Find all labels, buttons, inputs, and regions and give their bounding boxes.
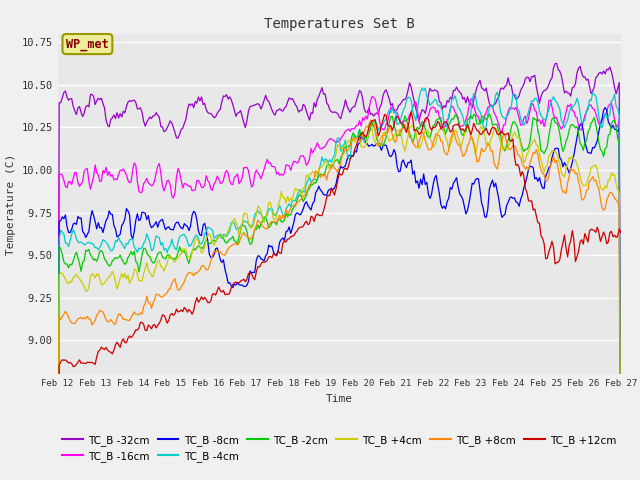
TC_B -2cm bbox=[374, 140, 382, 145]
TC_B -32cm bbox=[553, 60, 561, 66]
TC_B +4cm bbox=[367, 122, 374, 128]
TC_B -8cm bbox=[159, 216, 166, 222]
TC_B -32cm bbox=[374, 111, 382, 117]
TC_B -4cm bbox=[69, 227, 77, 232]
TC_B +12cm bbox=[617, 229, 625, 235]
TC_B -16cm bbox=[69, 176, 77, 181]
TC_B +8cm bbox=[376, 143, 384, 148]
TC_B +8cm bbox=[395, 132, 403, 137]
TC_B -4cm bbox=[406, 95, 413, 100]
TC_B +8cm bbox=[407, 134, 415, 140]
TC_B -4cm bbox=[550, 94, 557, 99]
TC_B -32cm bbox=[548, 75, 556, 81]
TC_B -2cm bbox=[393, 134, 401, 140]
Title: Temperatures Set B: Temperatures Set B bbox=[264, 17, 415, 31]
Line: TC_B +12cm: TC_B +12cm bbox=[58, 112, 621, 480]
TC_B -4cm bbox=[159, 240, 166, 245]
TC_B -16cm bbox=[368, 94, 376, 99]
Y-axis label: Temperature (C): Temperature (C) bbox=[6, 154, 16, 254]
TC_B +8cm bbox=[367, 117, 374, 123]
TC_B -16cm bbox=[550, 112, 557, 118]
TC_B +8cm bbox=[159, 294, 166, 300]
TC_B -4cm bbox=[419, 85, 426, 91]
TC_B -8cm bbox=[602, 105, 609, 110]
TC_B -2cm bbox=[159, 254, 166, 260]
TC_B +4cm bbox=[159, 264, 166, 270]
TC_B -2cm bbox=[406, 130, 413, 136]
Line: TC_B -32cm: TC_B -32cm bbox=[58, 63, 621, 480]
Line: TC_B -4cm: TC_B -4cm bbox=[58, 88, 621, 480]
TC_B +4cm bbox=[407, 124, 415, 130]
TC_B -8cm bbox=[393, 163, 401, 169]
TC_B +8cm bbox=[550, 154, 557, 159]
TC_B -4cm bbox=[374, 128, 382, 133]
TC_B +4cm bbox=[550, 148, 557, 154]
TC_B -32cm bbox=[159, 124, 166, 130]
TC_B -2cm bbox=[550, 115, 557, 120]
X-axis label: Time: Time bbox=[326, 394, 353, 404]
TC_B -8cm bbox=[406, 160, 413, 166]
Text: WP_met: WP_met bbox=[66, 37, 109, 50]
TC_B -2cm bbox=[486, 111, 493, 117]
TC_B -8cm bbox=[374, 143, 382, 148]
TC_B -16cm bbox=[159, 183, 166, 189]
TC_B +4cm bbox=[395, 128, 403, 133]
TC_B -4cm bbox=[393, 121, 401, 127]
TC_B +8cm bbox=[69, 321, 77, 326]
TC_B +12cm bbox=[393, 113, 401, 119]
TC_B +4cm bbox=[376, 136, 384, 142]
Line: TC_B -2cm: TC_B -2cm bbox=[58, 114, 621, 480]
TC_B +12cm bbox=[374, 133, 382, 139]
TC_B -32cm bbox=[393, 107, 401, 113]
TC_B -32cm bbox=[406, 80, 413, 86]
TC_B -16cm bbox=[395, 115, 403, 120]
TC_B -32cm bbox=[69, 104, 77, 109]
Line: TC_B +8cm: TC_B +8cm bbox=[58, 120, 621, 480]
Line: TC_B -8cm: TC_B -8cm bbox=[58, 108, 621, 480]
Line: TC_B +4cm: TC_B +4cm bbox=[58, 125, 621, 480]
TC_B +12cm bbox=[406, 116, 413, 122]
TC_B +12cm bbox=[159, 312, 166, 318]
TC_B +12cm bbox=[550, 244, 557, 250]
TC_B +12cm bbox=[407, 109, 415, 115]
TC_B -8cm bbox=[548, 155, 556, 161]
TC_B +12cm bbox=[69, 364, 77, 370]
TC_B +4cm bbox=[69, 274, 77, 280]
Line: TC_B -16cm: TC_B -16cm bbox=[58, 96, 621, 480]
Legend: TC_B -32cm, TC_B -16cm, TC_B -8cm, TC_B -4cm, TC_B -2cm, TC_B +4cm, TC_B +8cm, T: TC_B -32cm, TC_B -16cm, TC_B -8cm, TC_B … bbox=[58, 431, 621, 466]
TC_B -8cm bbox=[69, 221, 77, 227]
TC_B -16cm bbox=[376, 120, 384, 126]
TC_B -16cm bbox=[407, 109, 415, 115]
TC_B -2cm bbox=[69, 258, 77, 264]
